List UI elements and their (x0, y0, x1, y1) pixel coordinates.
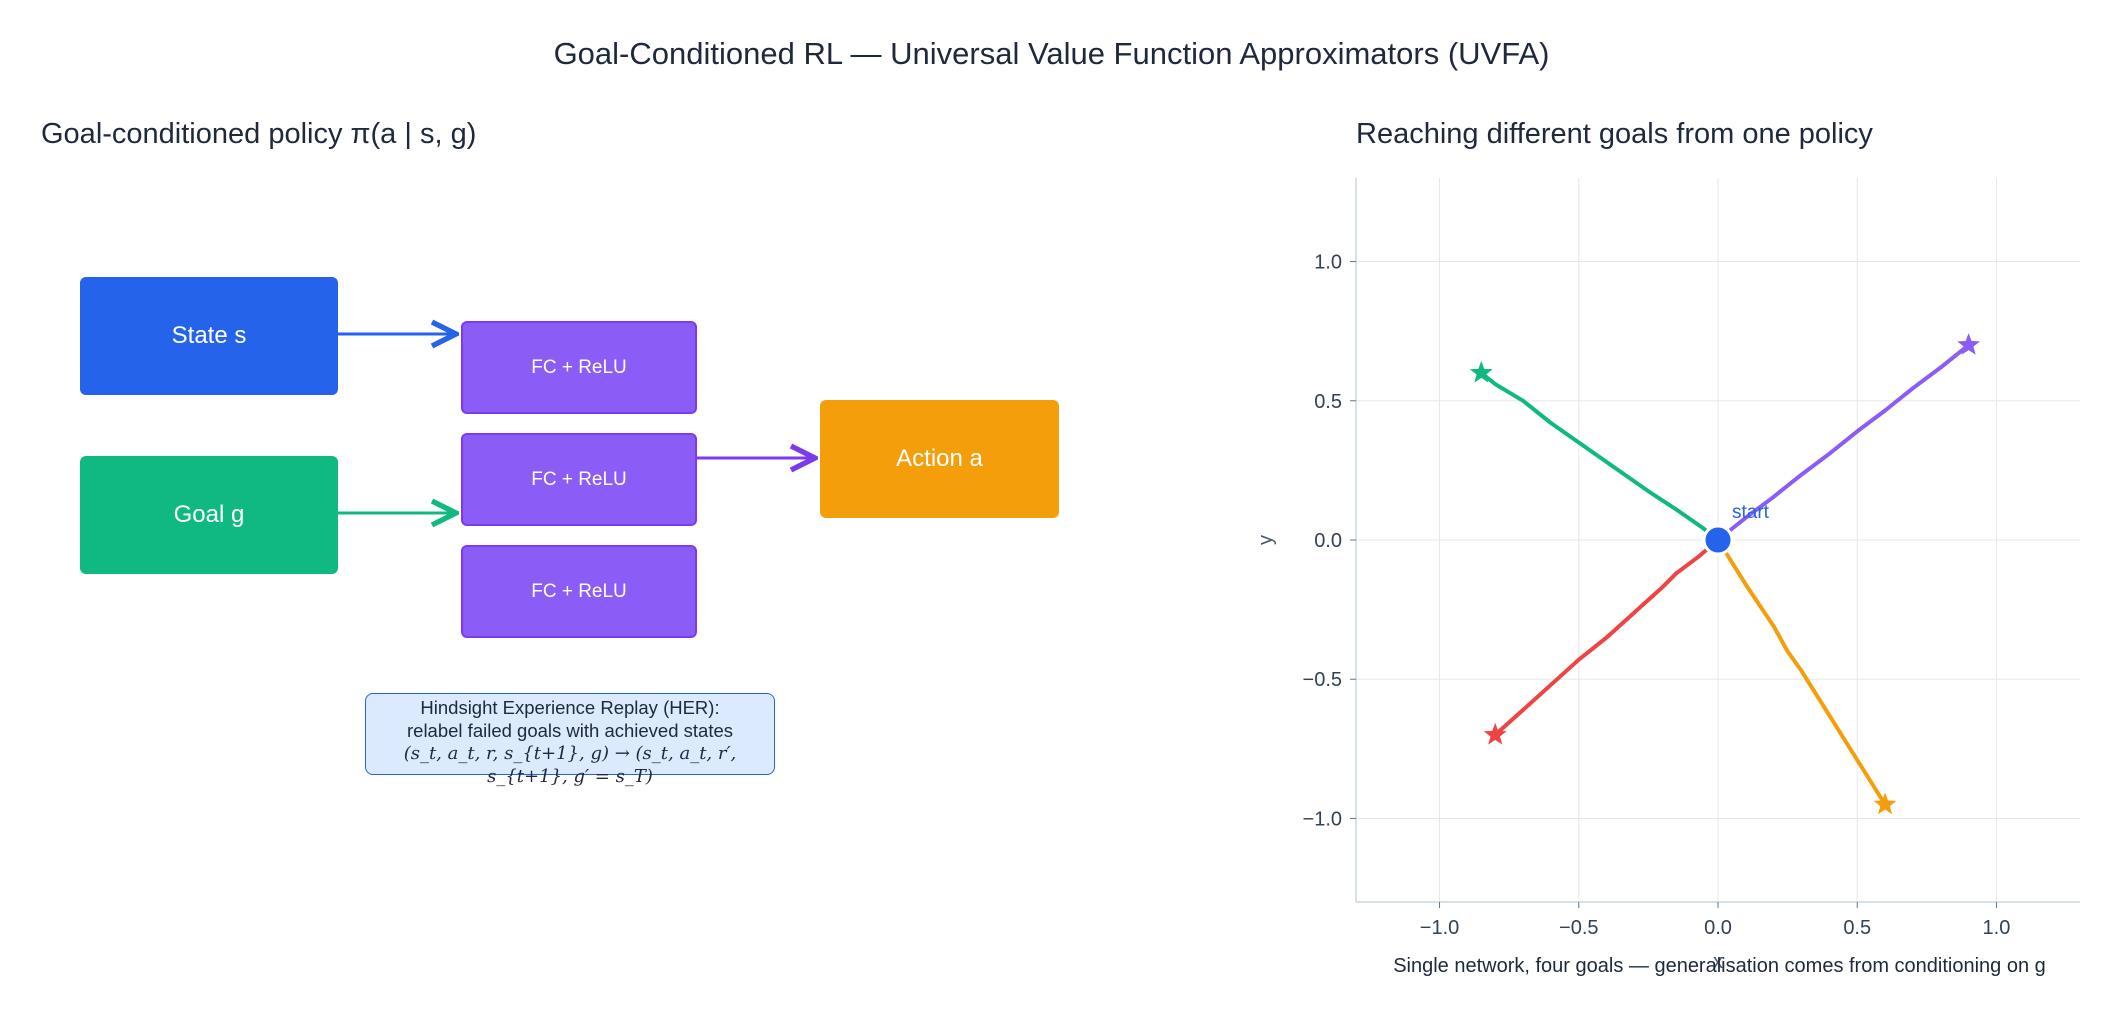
action-box: Action a (820, 400, 1059, 518)
fc-layer-label: FC + ReLU (531, 468, 627, 490)
plot-caption: Single network, four goals — generalisat… (1393, 955, 2046, 977)
fc-layer-box: FC + ReLU (461, 545, 697, 638)
goal-box: Goal g (80, 456, 338, 574)
state-box: State s (80, 277, 338, 395)
her-note-line1: Hindsight Experience Replay (HER): (420, 697, 720, 718)
left-panel-title: Goal-conditioned policy π(a | s, g) (41, 118, 477, 150)
trajectory-line (1716, 538, 1888, 807)
her-note-line2: relabel failed goals with achieved state… (407, 720, 733, 741)
start-label: start (1732, 502, 1770, 523)
goal-star-marker (1957, 333, 1981, 355)
trajectory-line (1479, 370, 1720, 542)
action-label: Action a (896, 445, 983, 472)
goal-star-marker (1483, 722, 1507, 745)
x-tick-label: −0.5 (1559, 917, 1598, 939)
goal-star-marker (1469, 360, 1493, 383)
trajectory-plot: −1.0 −0.5 0.0 0.5 1.0 −1.0 −0.5 0.0 0.5 1.0 x y star… (1255, 178, 2080, 973)
y-axis-label: y (1255, 535, 1277, 545)
y-tick-label: 0.0 (1314, 530, 1342, 552)
state-label: State s (171, 322, 247, 349)
y-tick-label: −0.5 (1303, 669, 1342, 691)
x-tick-label: −1.0 (1420, 917, 1459, 939)
goal-label: Goal g (173, 501, 245, 528)
x-axis-label: x (1713, 951, 1723, 973)
goal-star-marker (1873, 792, 1897, 815)
x-tick-label: 0.0 (1704, 917, 1732, 939)
fc-layer-box: FC + ReLU (461, 321, 697, 414)
y-tick-label: 1.0 (1314, 252, 1342, 274)
fc-layer-label: FC + ReLU (531, 580, 627, 602)
diagram-arrows (338, 0, 1200, 800)
figure-title: Goal-Conditioned RL — Universal Value Fu… (553, 36, 1550, 71)
fc-layer-label: FC + ReLU (531, 356, 627, 378)
x-tick-label: 1.0 (1983, 917, 2011, 939)
her-note: Hindsight Experience Replay (HER): relab… (365, 693, 775, 787)
right-panel-title: Reaching different goals from one policy (1356, 118, 1873, 150)
trajectory-line (1493, 538, 1720, 737)
fc-layer-box: FC + ReLU (461, 433, 697, 526)
y-tick-label: −1.0 (1303, 808, 1342, 830)
trajectory-line (1716, 343, 1971, 542)
x-tick-label: 0.5 (1843, 917, 1871, 939)
start-marker (1702, 524, 1734, 556)
y-tick-label: 0.5 (1314, 391, 1342, 413)
her-note-formula: (s_t, a_t, r, s_{t+1}, g) → (s_t, a_t, r… (403, 743, 737, 787)
